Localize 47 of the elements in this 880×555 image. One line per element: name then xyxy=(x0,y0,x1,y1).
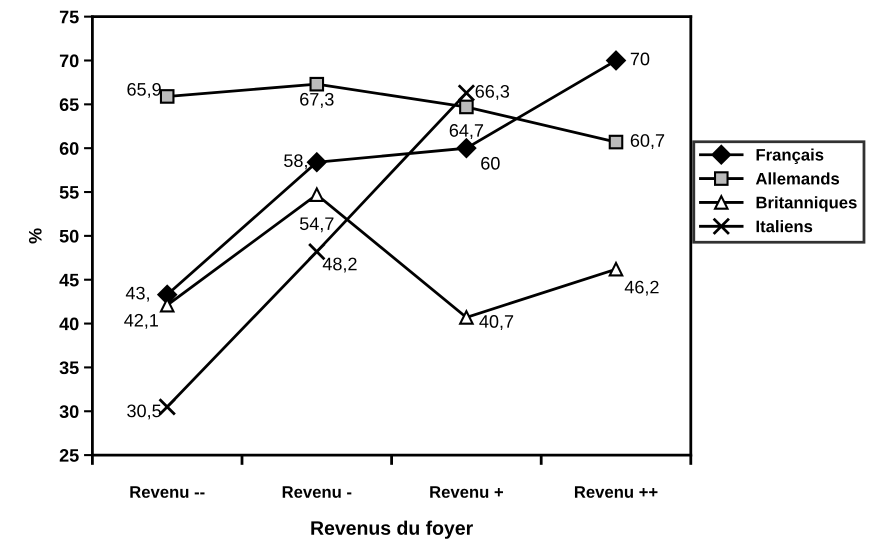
y-tick-label: 50 xyxy=(60,230,78,243)
y-tick-label: 70 xyxy=(60,54,78,68)
data-label: 43, xyxy=(126,286,149,302)
y-tick-label: 65 xyxy=(60,98,79,112)
data-label: 70 xyxy=(630,52,650,66)
legend-label: Allemands xyxy=(756,172,840,185)
point xyxy=(459,310,474,325)
legend-label: Britanniques xyxy=(756,196,857,212)
y-tick-label: 60 xyxy=(60,142,78,155)
data-label: 40,7 xyxy=(479,315,514,330)
y-tick-label: 35 xyxy=(60,361,79,374)
data-label: 66,3 xyxy=(476,85,510,100)
y-tick-label: 30 xyxy=(60,405,78,418)
x-tick-label: Revenu -- xyxy=(130,486,205,498)
point xyxy=(608,134,624,150)
y-tick-label: 40 xyxy=(59,318,78,330)
legend-label: Français xyxy=(756,148,824,164)
point xyxy=(306,152,327,172)
data-label: 58, xyxy=(284,154,307,170)
y-tick-label: 55 xyxy=(60,186,79,199)
data-label: 30,5 xyxy=(127,404,161,420)
data-label: 48,2 xyxy=(322,258,357,273)
point xyxy=(459,100,474,114)
point xyxy=(310,187,324,202)
y-axis-title: % xyxy=(28,228,42,244)
x-tick-label: Revenu - xyxy=(282,486,352,498)
data-label: 65,9 xyxy=(127,82,161,98)
x-tick-label: Revenu ++ xyxy=(574,486,658,498)
x-tick-label: Revenu + xyxy=(430,486,504,498)
point xyxy=(160,89,174,104)
y-tick-label: 45 xyxy=(59,274,79,286)
data-label: 60,7 xyxy=(630,134,664,150)
point xyxy=(456,138,476,158)
data-label: 42,1 xyxy=(124,314,158,329)
data-label: 60 xyxy=(481,156,500,170)
data-label: 46,2 xyxy=(624,280,659,296)
data-label: 64,7 xyxy=(450,124,484,139)
point xyxy=(310,76,324,92)
data-label: 54,7 xyxy=(300,217,334,232)
legend-label: Italiens xyxy=(756,220,812,232)
point xyxy=(606,50,626,70)
point xyxy=(457,84,476,102)
data-label: 67,3 xyxy=(300,92,334,108)
point xyxy=(608,262,624,276)
x-axis-title: Revenus du foyer xyxy=(311,520,473,539)
y-tick-label: 75 xyxy=(60,10,79,24)
y-tick-label: 25 xyxy=(60,449,79,462)
